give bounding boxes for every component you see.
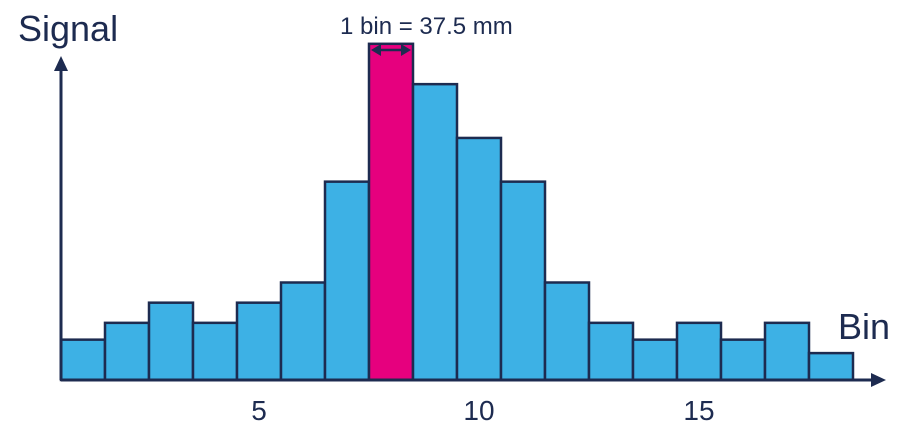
bin-width-annotation: 1 bin = 37.5 mm bbox=[340, 13, 513, 40]
bar bbox=[235, 301, 283, 382]
bin-width-arrow-icon bbox=[371, 44, 411, 56]
bar bbox=[763, 321, 811, 382]
tick-labels-group: 5 10 15 bbox=[251, 395, 714, 424]
bar bbox=[59, 338, 107, 382]
y-axis-arrow-icon bbox=[54, 56, 68, 71]
bar bbox=[499, 180, 547, 382]
bar bbox=[279, 281, 327, 382]
y-axis-label: Signal bbox=[18, 8, 118, 49]
bar bbox=[191, 321, 239, 382]
bar bbox=[455, 136, 503, 382]
bar bbox=[411, 82, 459, 382]
x-tick-label: 10 bbox=[463, 395, 494, 424]
x-axis-arrow-icon bbox=[871, 373, 886, 387]
x-tick-label: 15 bbox=[683, 395, 714, 424]
bar bbox=[147, 301, 195, 382]
bar bbox=[675, 321, 723, 382]
bars-group bbox=[59, 42, 855, 382]
bar bbox=[103, 321, 151, 382]
bar bbox=[587, 321, 635, 382]
x-axis-label: Bin bbox=[838, 306, 890, 347]
bar bbox=[807, 351, 855, 382]
bar bbox=[719, 338, 767, 382]
bar bbox=[631, 338, 679, 382]
bar bbox=[543, 281, 591, 382]
bar bbox=[323, 180, 371, 382]
x-tick-label: 5 bbox=[251, 395, 267, 424]
bar-highlighted bbox=[367, 42, 415, 382]
axes-group bbox=[54, 56, 886, 387]
